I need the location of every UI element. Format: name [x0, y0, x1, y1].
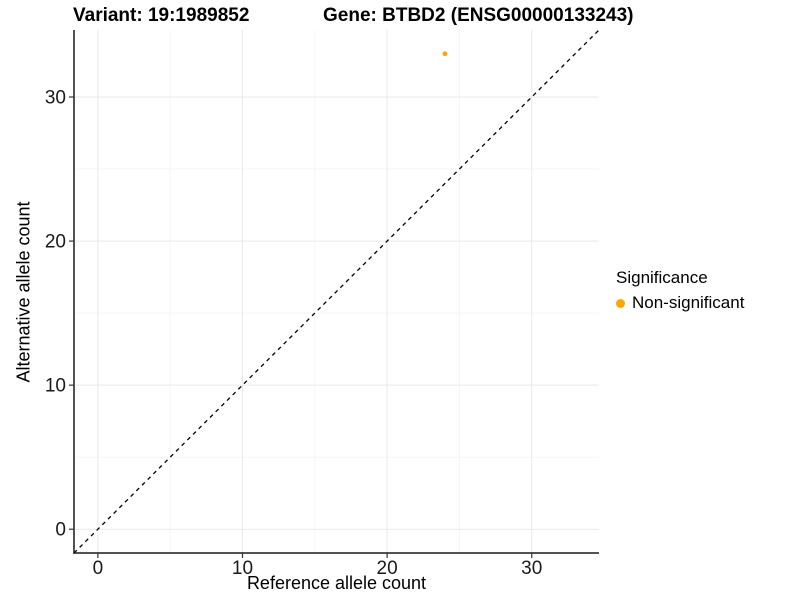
- data-point: [442, 51, 448, 57]
- legend-title: Significance: [616, 268, 708, 287]
- variant-title: Variant: 19:1989852: [73, 5, 250, 26]
- y-tick-label: 20: [45, 232, 66, 253]
- x-tick-label: 30: [521, 558, 542, 579]
- y-tick-label: 0: [55, 520, 66, 541]
- identity-reference-line: [73, 29, 600, 554]
- gene-title: Gene: BTBD2 (ENSG00000133243): [323, 5, 634, 26]
- y-tick-label: 30: [45, 87, 66, 108]
- x-axis-title: Reference allele count: [246, 573, 427, 593]
- legend-item: Non-significant: [616, 293, 744, 313]
- y-axis-title-text: Alternative allele count: [13, 201, 34, 383]
- x-tick-label: 20: [377, 558, 398, 579]
- legend-item-label: Non-significant: [632, 293, 745, 312]
- x-tick-label: 10: [232, 558, 253, 579]
- x-tick-label: 0: [93, 558, 104, 579]
- y-tick-label: 10: [45, 376, 66, 397]
- legend: Significance Non-significant: [616, 268, 744, 313]
- legend-point-icon: [616, 298, 625, 308]
